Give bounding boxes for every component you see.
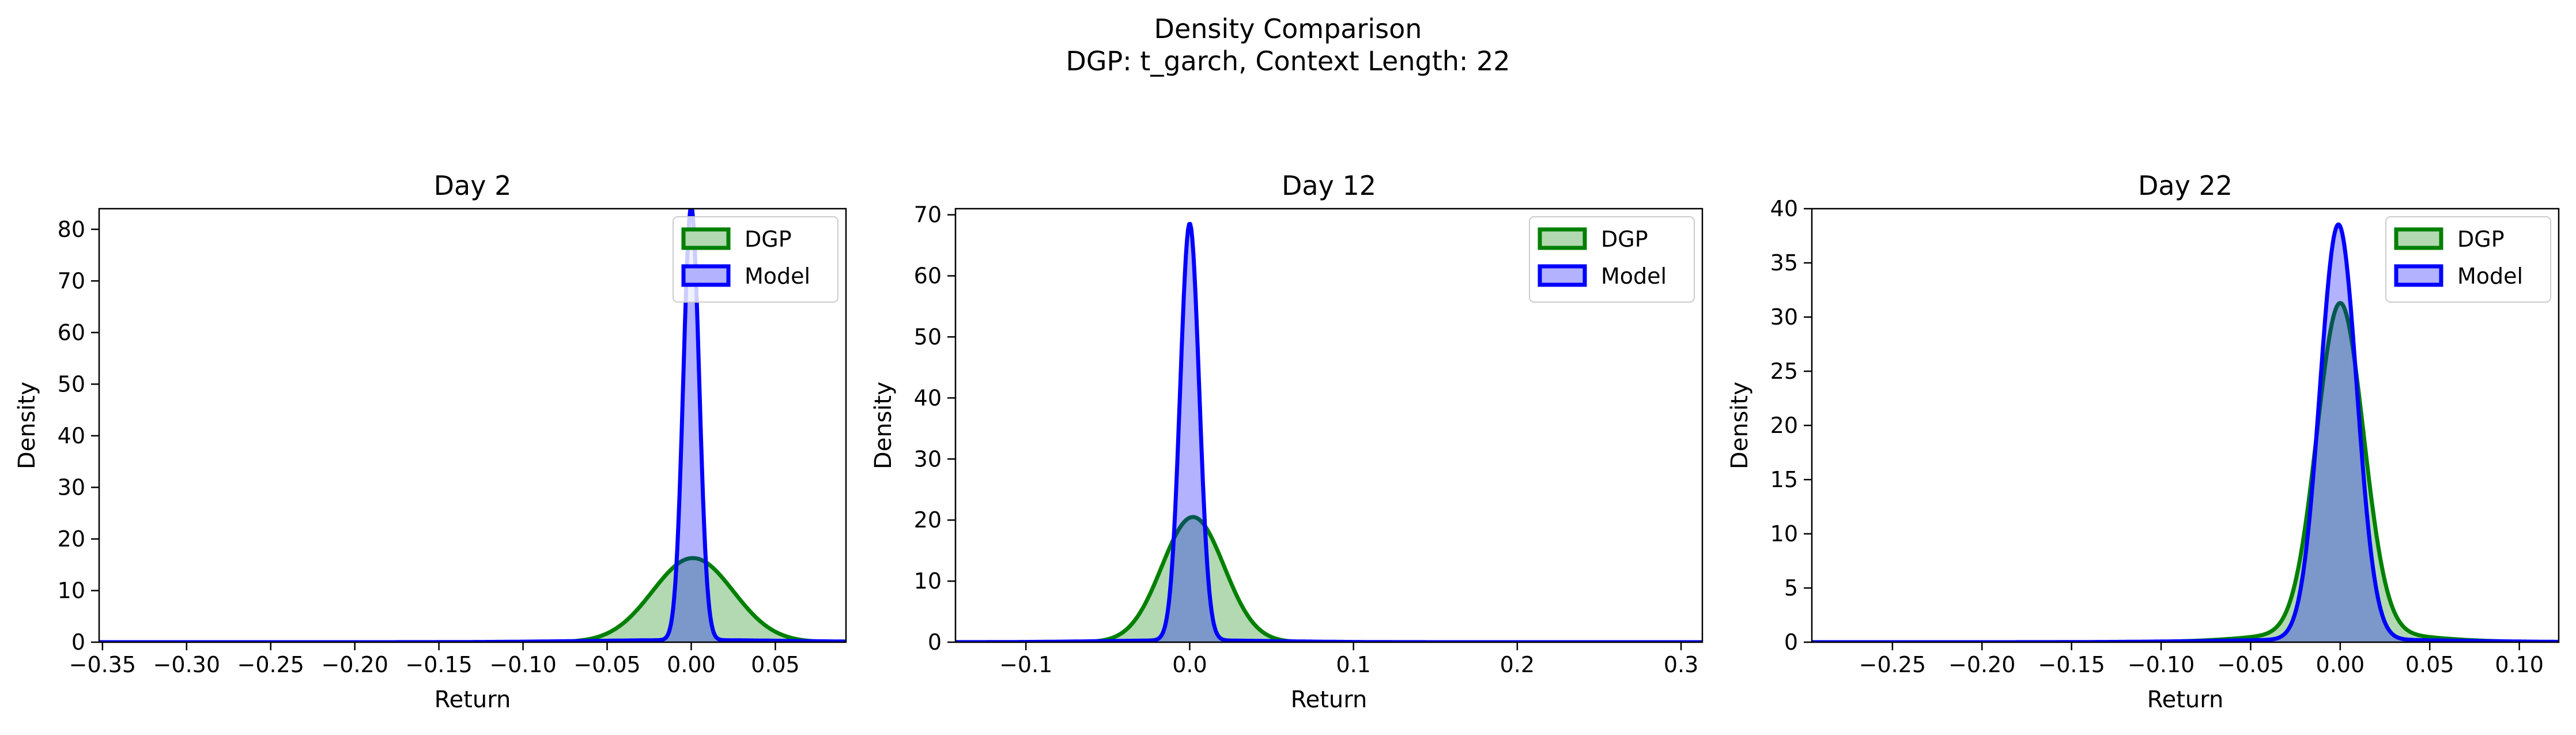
y-tick-label: 20 [58,526,85,552]
y-tick-label: 10 [914,568,942,594]
y-tick-label: 40 [1770,196,1798,221]
x-tick-label: 0.00 [2316,652,2365,677]
y-tick-label: 5 [1784,575,1798,601]
legend-swatch-model [1538,264,1587,287]
y-tick-label: 10 [1770,521,1798,546]
legend-label: DGP [2457,227,2505,252]
legend: DGP Model [673,216,838,303]
y-tick-label: 30 [58,474,85,500]
figure-title: Density Comparison [1154,13,1422,44]
legend-label: Model [2457,263,2523,289]
legend-label: Model [745,263,810,289]
y-tick-label: 0 [928,630,942,655]
y-tick-label: 60 [58,320,85,345]
subplot-3: −0.25 −0.20 −0.15 −0.10 −0.05 0.00 0.05 0.10 0 5 1… [1727,170,2560,713]
y-tick-label: 50 [914,324,942,349]
y-tick-label: 10 [58,578,85,603]
x-tick-label: 0.0 [1172,652,1207,677]
x-tick-label: 0.00 [667,652,716,677]
y-tick-label: 70 [58,268,85,293]
legend-swatch-dgp [1538,227,1587,250]
x-tick-label: −0.35 [69,652,136,677]
subplot-title: Day 22 [2138,170,2233,201]
axes-frame [98,208,847,643]
subplot-2: −0.1 0.0 0.1 0.2 0.3 0 10 20 30 40 50 60 70 Day 12 Ret… [870,170,1704,713]
x-tick-label: −0.30 [153,652,220,677]
legend-swatch-dgp [681,227,731,250]
x-axis-label: Return [2147,687,2224,713]
x-tick-label: −0.05 [2217,652,2284,677]
y-tick-label: 70 [914,202,942,228]
subplot-title: Day 12 [1282,170,1376,201]
series-area-dgp [99,558,846,642]
plot-area [1812,223,2559,642]
y-axis-label: Density [1727,382,1753,469]
x-tick-label: 0.3 [1664,652,1698,677]
y-tick-label: 20 [914,507,942,533]
y-tick-label: 0 [71,630,85,655]
y-tick-label: 35 [1770,250,1798,276]
legend-swatch-model [681,264,731,287]
y-axis-label: Density [870,382,897,469]
legend-swatch-dgp [2394,227,2443,250]
x-tick-label: −0.20 [321,652,388,677]
legend: DGP Model [1529,216,1695,303]
y-tick-label: 30 [914,446,942,472]
y-tick-label: 60 [914,263,942,289]
figure-subtitle: DGP: t_garch, Context Length: 22 [1066,46,1510,77]
subplot-title: Day 2 [434,170,512,201]
legend-label: Model [1601,263,1667,289]
series-line-model [1812,223,2559,642]
series-line-dgp [99,556,846,642]
x-tick-label: 0.1 [1336,652,1370,677]
x-tick-label: 0.05 [751,652,800,677]
legend-swatch-model [2394,264,2443,287]
y-tick-label: 25 [1770,359,1798,384]
x-tick-label: 0.2 [1500,652,1535,677]
x-tick-label: −0.05 [573,652,640,677]
legend-label: DGP [745,227,792,252]
x-tick-label: −0.10 [489,652,556,677]
x-tick-label: −0.1 [999,652,1052,677]
y-tick-label: 80 [58,217,85,242]
x-tick-label: −0.15 [405,652,472,677]
y-axis-label: Density [14,382,40,469]
x-tick-label: −0.15 [2038,652,2105,677]
subplot-1: −0.35 −0.30 −0.25 −0.20 −0.15 −0.10 −0.05 0.00 0… [14,170,847,713]
y-tick-label: 30 [1770,304,1798,330]
subplots: −0.35 −0.30 −0.25 −0.20 −0.15 −0.10 −0.05 0.00 0… [14,170,2560,713]
y-tick-label: 50 [58,371,85,397]
legend-label: DGP [1601,227,1648,252]
x-tick-label: −0.10 [2128,652,2194,677]
y-tick-label: 0 [1784,630,1798,655]
x-tick-label: −0.25 [1859,652,1926,677]
y-tick-label: 40 [914,385,942,410]
x-tick-label: −0.25 [237,652,304,677]
x-tick-label: 0.05 [2405,652,2454,677]
x-tick-label: −0.20 [1948,652,2015,677]
x-tick-label: 0.10 [2495,652,2544,677]
y-tick-label: 15 [1770,467,1798,492]
y-tick-label: 20 [1770,413,1798,438]
x-axis-label: Return [435,687,511,713]
series-area-model [99,209,846,642]
x-axis-label: Return [1291,687,1368,713]
y-tick-label: 40 [58,423,85,448]
axes-frame [954,208,1704,643]
legend: DGP Model [2385,216,2551,303]
